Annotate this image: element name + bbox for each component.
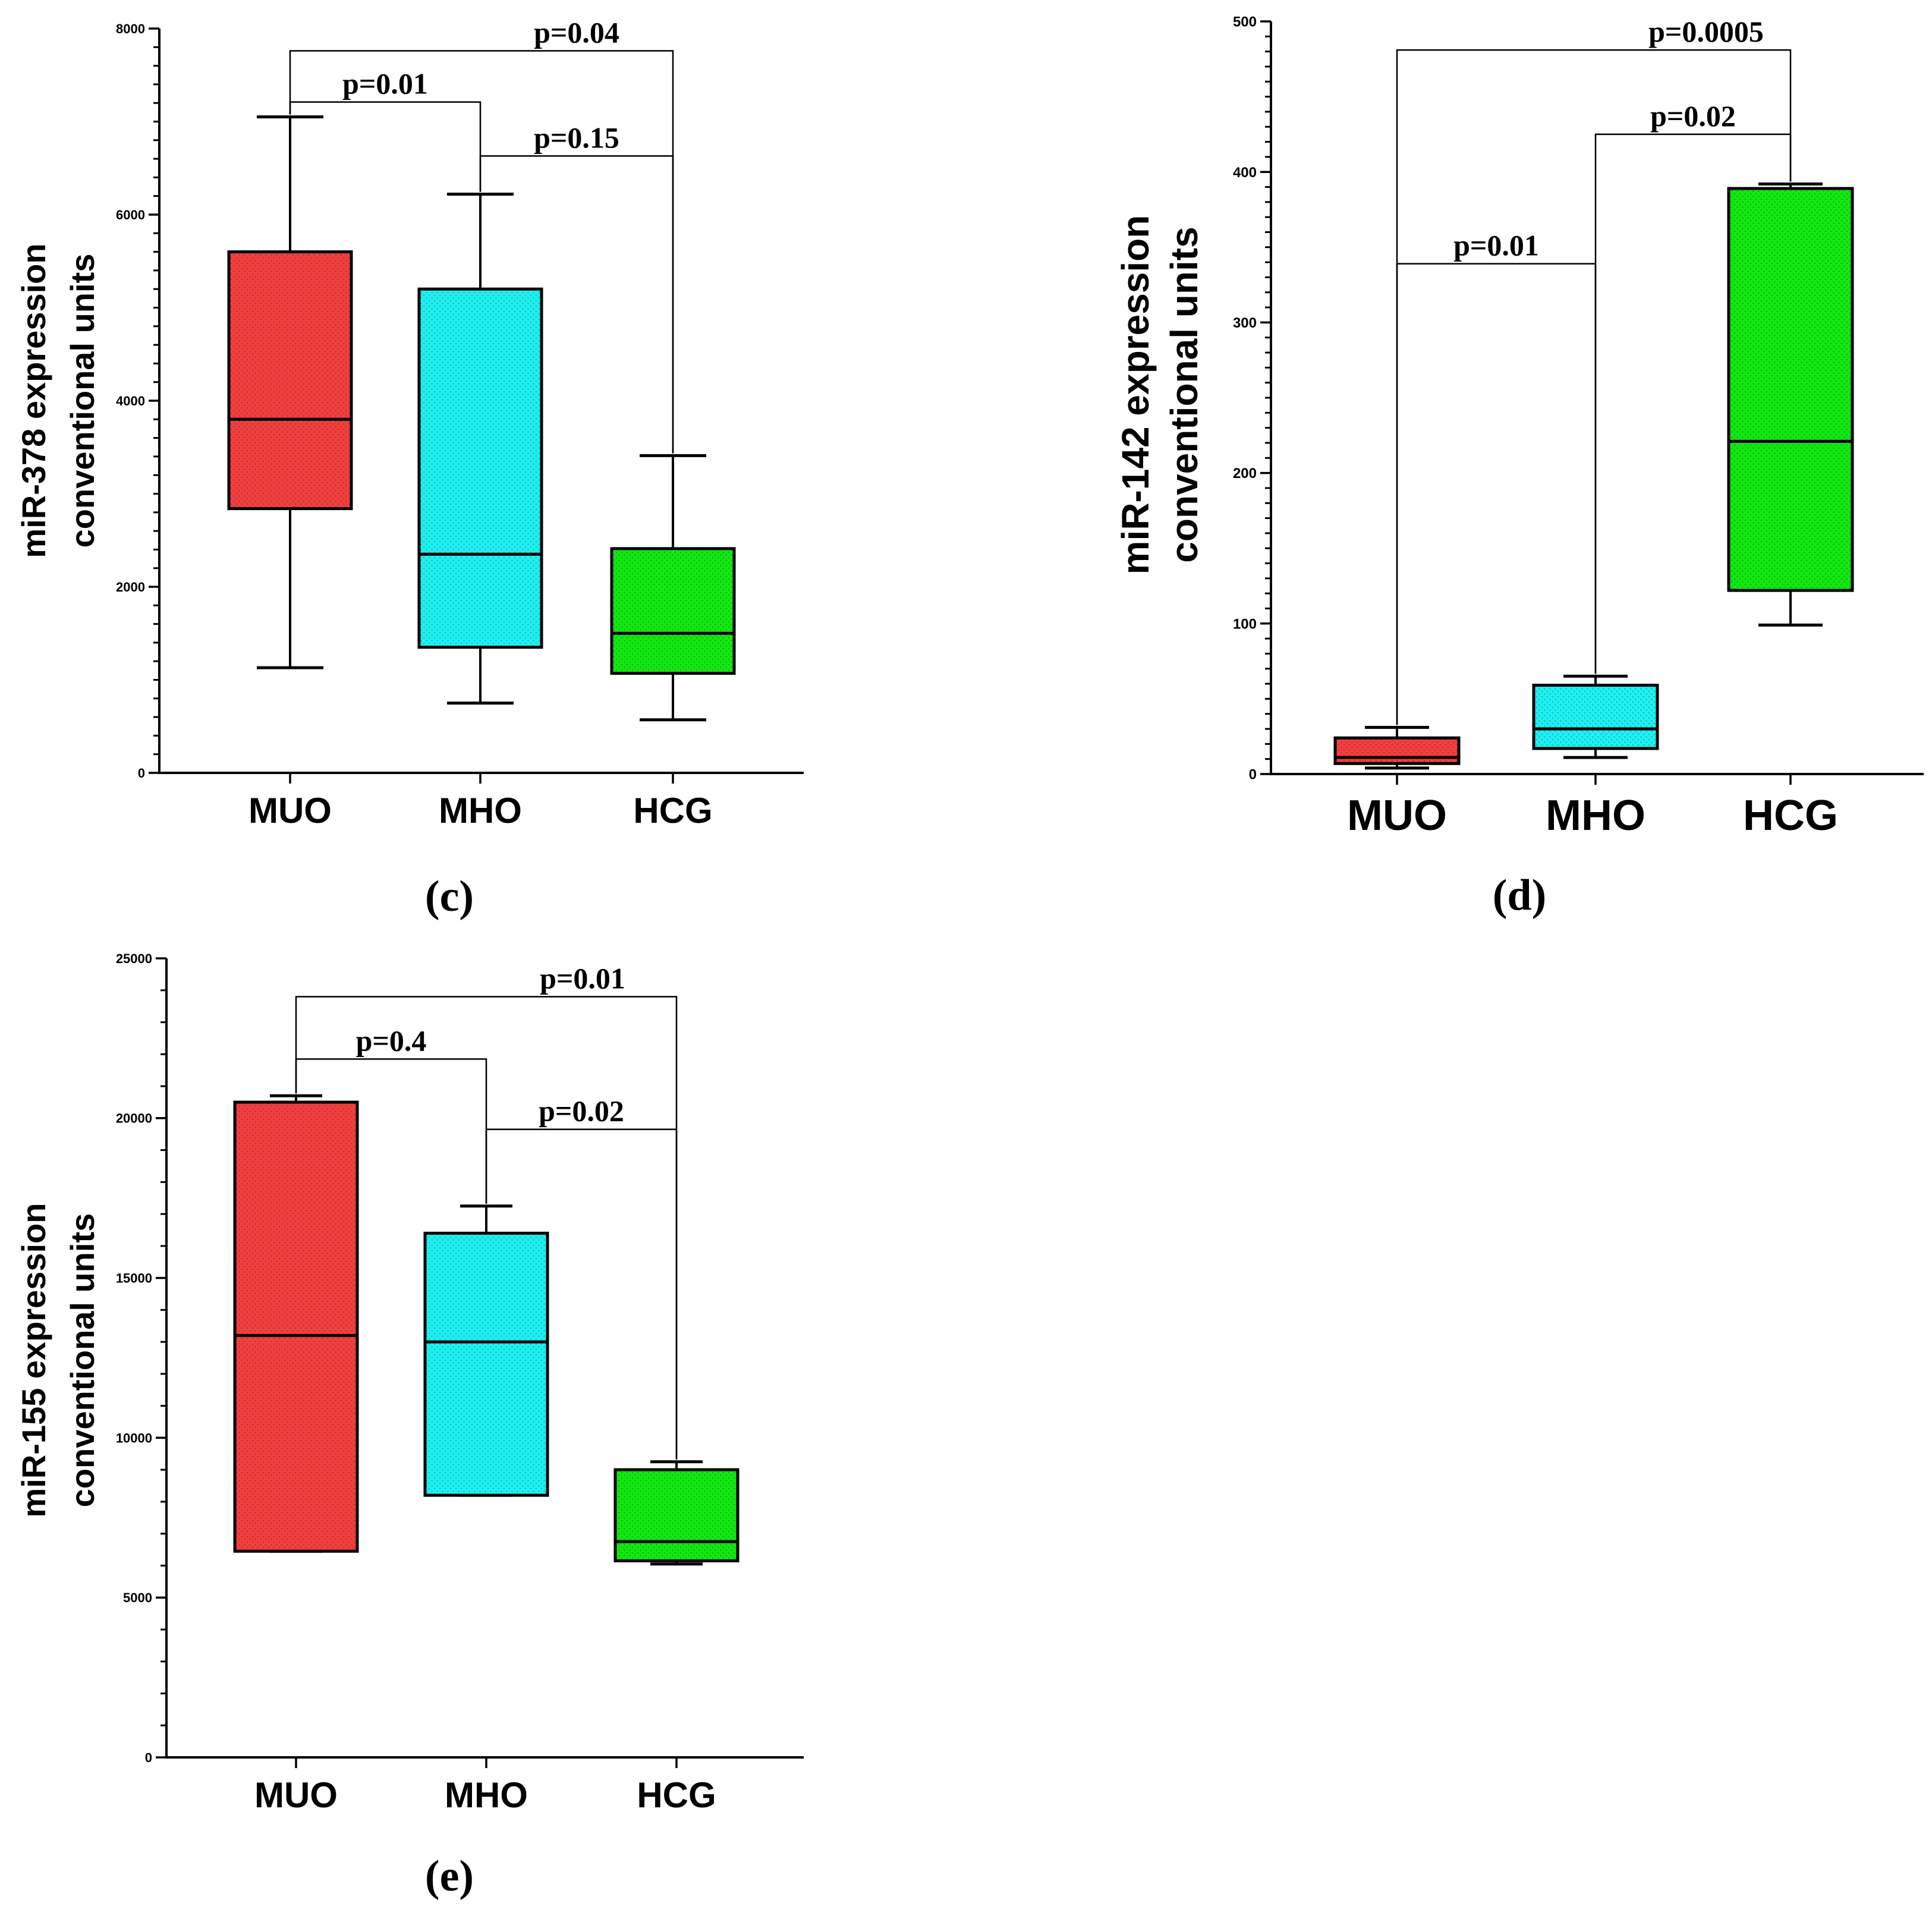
x-category-label-mho: MHO — [445, 1775, 528, 1815]
box-outline — [227, 250, 353, 511]
panel-label: (c) — [425, 872, 474, 921]
y-axis-title-line1: miR-155 expression — [15, 1203, 52, 1517]
y-axis-title-line1: miR-378 expression — [15, 243, 52, 558]
y-tick-label: 4000 — [116, 394, 145, 408]
y-tick-label: 8000 — [116, 21, 145, 36]
p-value-label: p=0.02 — [539, 1094, 624, 1128]
p-value-label: p=0.0005 — [1648, 15, 1764, 48]
box-hcg — [610, 454, 736, 722]
y-tick-label: 0 — [138, 766, 145, 781]
significance-bracket: p=0.02 — [485, 1094, 678, 1460]
x-category-label-mho: MHO — [1546, 792, 1645, 839]
x-category-label-hcg: HCG — [633, 791, 712, 831]
significance-bracket: p=0.01 — [1396, 229, 1597, 725]
box-outline — [610, 547, 736, 675]
x-category-label-muo: MUO — [1347, 792, 1447, 839]
panel-c: 0 2000 4000 6000 8000 MUO MHO HCG miR-378 expres… — [15, 16, 804, 921]
box-mho — [423, 1204, 549, 1497]
x-category-label-muo: MUO — [248, 791, 332, 831]
bracket-line — [485, 1128, 678, 1460]
box-outline — [423, 1231, 549, 1497]
box-outline — [417, 287, 543, 649]
y-tick-label: 200 — [1233, 466, 1257, 482]
p-value-label: p=0.01 — [540, 962, 625, 995]
box-muo — [227, 115, 353, 669]
bracket-line — [289, 101, 482, 192]
y-axis-title-line1: miR-142 expression — [1114, 215, 1157, 575]
y-tick-label: 2000 — [116, 580, 145, 595]
y-tick-label: 20000 — [116, 1111, 152, 1126]
x-category-label-hcg: HCG — [1743, 792, 1838, 839]
significance-bracket: p=0.01 — [289, 67, 482, 192]
box-muo — [233, 1094, 359, 1553]
box-mho — [1532, 674, 1659, 759]
y-tick-label: 6000 — [116, 207, 145, 222]
x-category-label-muo: MUO — [254, 1775, 338, 1815]
y-tick-label: 100 — [1233, 616, 1257, 632]
y-tick-label: 0 — [1249, 767, 1257, 783]
significance-bracket: p=0.04 — [289, 16, 674, 454]
box-hcg — [1727, 182, 1854, 627]
box-outline — [1333, 736, 1461, 765]
x-category-label-hcg: HCG — [637, 1775, 716, 1815]
y-tick-label: 5000 — [123, 1590, 152, 1605]
box-outline — [1532, 684, 1659, 750]
y-tick-label: 300 — [1233, 315, 1257, 331]
y-axis-title-line2: conventional units — [64, 254, 101, 548]
x-category-label-mho: MHO — [439, 791, 522, 831]
box-outline — [233, 1100, 359, 1553]
panel-label: (e) — [425, 1852, 474, 1901]
p-value-label: p=0.4 — [356, 1024, 427, 1057]
panel-d: 0 100 200 300 400 500 MUO MHO HCG miR-142 express… — [1114, 14, 1924, 920]
p-value-label: p=0.04 — [534, 16, 619, 49]
box-mho — [417, 193, 543, 705]
y-tick-label: 400 — [1233, 165, 1257, 181]
y-axis-title-line2: conventional units — [64, 1213, 101, 1508]
significance-bracket: p=0.15 — [479, 121, 674, 454]
p-value-label: p=0.02 — [1650, 99, 1736, 133]
box-outline — [613, 1468, 740, 1562]
box-muo — [1333, 726, 1461, 770]
p-value-label: p=0.01 — [342, 67, 428, 100]
p-value-label: p=0.15 — [534, 121, 619, 154]
y-tick-label: 15000 — [116, 1271, 152, 1286]
significance-bracket: p=0.0005 — [1396, 15, 1792, 725]
box-hcg — [613, 1460, 740, 1566]
y-tick-label: 500 — [1233, 14, 1257, 30]
panel-e: 0 5000 10000 15000 20000 25000 MUO MHO HCG miR-15… — [15, 951, 804, 1901]
y-tick-label: 0 — [145, 1750, 152, 1765]
y-tick-label: 10000 — [116, 1430, 152, 1445]
y-axis-title-line2: conventional units — [1163, 227, 1206, 562]
p-value-label: p=0.01 — [1453, 229, 1539, 262]
bracket-line — [479, 155, 674, 454]
box-outline — [1727, 187, 1854, 592]
bracket-line — [1396, 263, 1597, 725]
y-tick-label: 25000 — [116, 951, 152, 966]
panel-label: (d) — [1493, 871, 1546, 920]
